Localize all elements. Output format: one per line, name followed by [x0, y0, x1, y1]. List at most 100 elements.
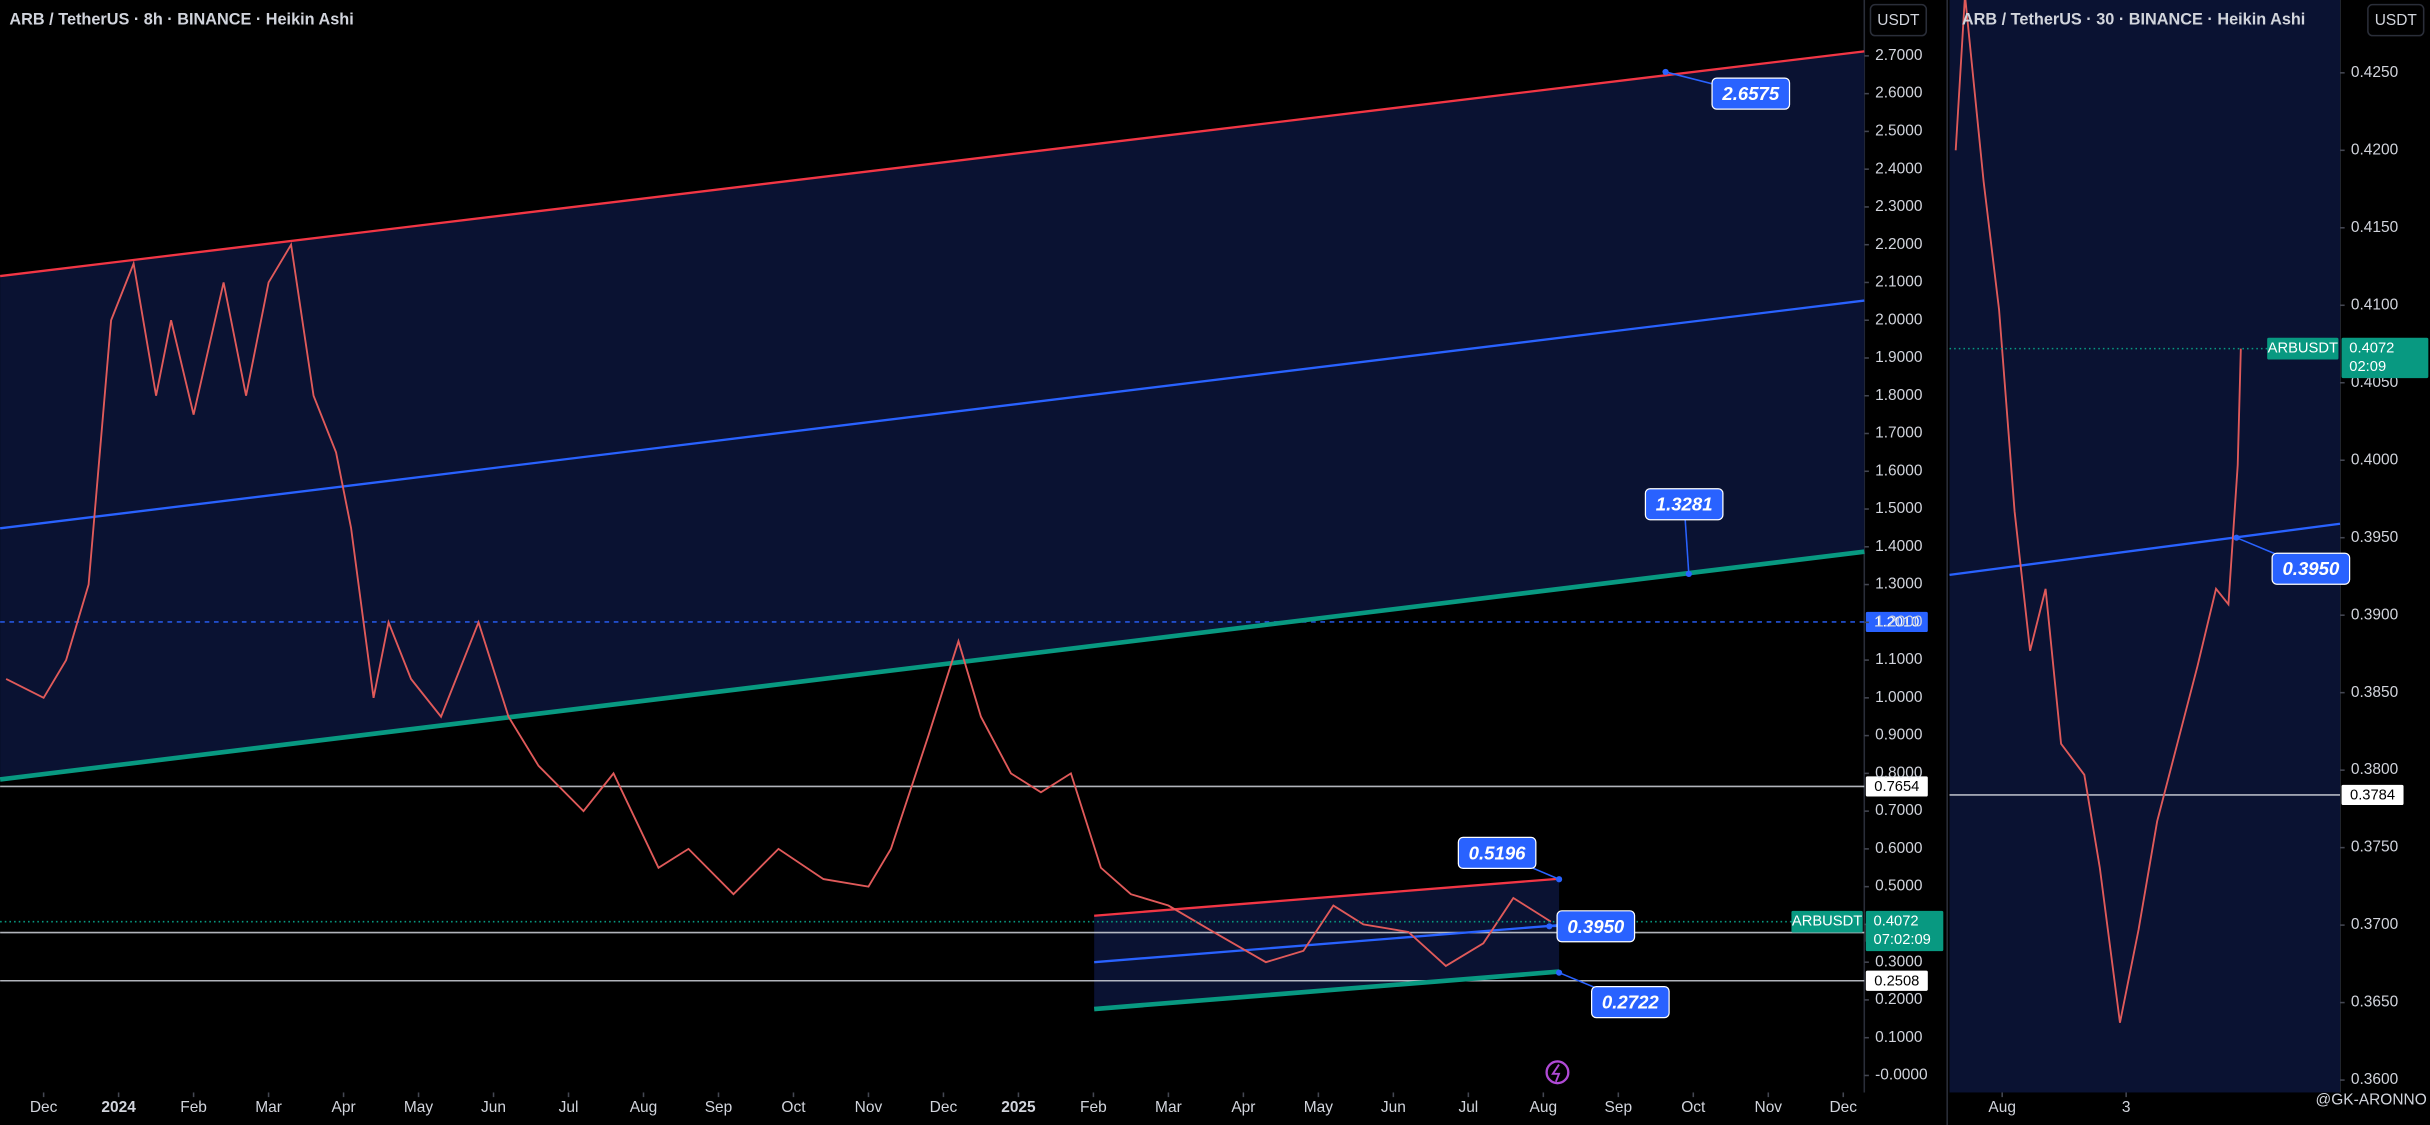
y-tick-label: 0.9000	[1875, 727, 1922, 744]
y-tick-label: 1.9000	[1875, 349, 1922, 366]
x-tick-label: Apr	[1231, 1099, 1255, 1116]
y-tick-label: 1.8000	[1875, 387, 1922, 404]
currency-button[interactable]: USDT	[1877, 12, 1920, 29]
y-tick-label: 0.4100	[2351, 296, 2398, 313]
x-tick-label: Oct	[781, 1099, 806, 1116]
y-tick-label: 2.7000	[1875, 47, 1922, 64]
annotation-label: 0.3950	[1567, 916, 1624, 937]
pane-background	[1949, 0, 2340, 1093]
x-tick-label: Nov	[1755, 1099, 1783, 1116]
y-tick-label: 2.2000	[1875, 236, 1922, 253]
y-tick-label: 0.8000	[1875, 764, 1922, 781]
y-tick-label: 0.3900	[2351, 606, 2398, 623]
y-tick-label: 0.3600	[2351, 1071, 2398, 1088]
currency-button-box[interactable]	[1869, 3, 1928, 37]
symbol-tag: ARBUSDT	[1792, 914, 1862, 930]
y-tick-label: 0.3650	[2351, 994, 2398, 1011]
alert-icon[interactable]	[1545, 1060, 1570, 1085]
y-tick-label: 1.2000	[1875, 613, 1922, 630]
trend-line	[0, 549, 1865, 782]
y-tick-label: -0.0000	[1875, 1067, 1928, 1084]
y-tick-label: 0.3850	[2351, 684, 2398, 701]
annotation-point	[1685, 570, 1692, 578]
trend-line	[0, 50, 1865, 278]
trend-line	[1093, 969, 1560, 1012]
y-tick-label: 0.4000	[2351, 451, 2398, 468]
y-tick-label: 2.5000	[1875, 123, 1922, 140]
last-price-box	[2341, 337, 2429, 379]
x-tick-label: Jul	[559, 1099, 579, 1116]
x-tick-label: Jul	[1458, 1099, 1478, 1116]
currency-button-box[interactable]	[2367, 3, 2425, 37]
annotation-point	[2233, 534, 2240, 541]
y-tick-label: 0.4250	[2351, 64, 2398, 81]
y-tick-label: 2.0000	[1875, 311, 1922, 328]
y-tick-label: 0.2000	[1875, 991, 1922, 1008]
x-tick-label: Aug	[630, 1099, 658, 1116]
y-tick-label: 0.3000	[1875, 953, 1922, 970]
annotation-box	[1457, 836, 1537, 870]
annotation-point	[1555, 969, 1563, 976]
annotation-box	[2271, 552, 2351, 585]
x-tick-label: May	[1304, 1099, 1334, 1116]
annotation-label: 0.3950	[2282, 558, 2339, 579]
y-tick-label: 1.6000	[1875, 462, 1922, 479]
price-line	[5, 241, 1552, 968]
annotation-label: 1.3281	[1656, 494, 1713, 515]
x-tick-label: Oct	[1681, 1099, 1706, 1116]
annotation-box	[1591, 986, 1670, 1019]
y-tick-label: 0.5000	[1875, 878, 1922, 895]
symbol-tag-box	[2267, 337, 2339, 360]
annotation-label: 0.2722	[1602, 992, 1659, 1013]
x-tick-label: Mar	[1155, 1099, 1182, 1116]
y-tick-label: 0.4150	[2351, 219, 2398, 236]
trend-line	[1094, 877, 1560, 917]
chart-title: ARB / TetherUS · 30 · BINANCE · Heikin A…	[1962, 10, 2305, 28]
x-tick-label: Nov	[855, 1099, 883, 1116]
y-tick-label: 0.3750	[2351, 839, 2398, 856]
last-price-label: 0.4072	[2349, 341, 2394, 357]
last-price-label: 0.4072	[1874, 914, 1919, 930]
x-tick-label: Dec	[1830, 1099, 1858, 1116]
symbol-tag: ARBUSDT	[2268, 341, 2338, 357]
x-tick-label: Aug	[1530, 1099, 1558, 1116]
y-tick-label: 1.4000	[1875, 538, 1922, 555]
y-tick-label: 2.1000	[1875, 274, 1922, 291]
y-tick-label: 1.3000	[1875, 576, 1922, 593]
x-tick-label: Sep	[705, 1099, 733, 1116]
annotation-box	[1711, 77, 1791, 110]
price-label-box	[1865, 970, 1928, 991]
symbol-tag-box	[1791, 910, 1863, 933]
chart-title: ARB / TetherUS · 8h · BINANCE · Heikin A…	[9, 10, 353, 28]
x-tick-label: 2025	[1001, 1099, 1036, 1116]
price-label-box	[1865, 611, 1928, 633]
x-tick-label: May	[404, 1099, 434, 1116]
y-tick-label: 0.7000	[1875, 802, 1922, 819]
x-tick-label: Apr	[332, 1099, 356, 1116]
y-tick-label: 0.6000	[1875, 840, 1922, 857]
watermark: @GK-ARONNO	[2316, 1091, 2427, 1108]
trend-line	[0, 299, 1865, 530]
currency-button[interactable]: USDT	[2375, 12, 2418, 29]
annotation-label: 0.5196	[1469, 842, 1526, 863]
y-tick-label: 1.7000	[1875, 425, 1922, 442]
x-tick-label: Feb	[180, 1099, 207, 1116]
x-tick-label: 2024	[101, 1099, 136, 1116]
annotation-label: 2.6575	[1721, 83, 1779, 104]
price-line	[1954, 0, 2242, 1023]
y-tick-label: 0.3950	[2351, 529, 2398, 546]
x-tick-label: Dec	[30, 1099, 58, 1116]
x-tick-label: Sep	[1605, 1099, 1633, 1116]
y-tick-label: 2.4000	[1875, 160, 1922, 177]
x-tick-label: Feb	[1080, 1099, 1107, 1116]
price-label-box	[2341, 784, 2404, 806]
x-tick-label: Mar	[255, 1099, 282, 1116]
annotation-point	[1555, 876, 1563, 883]
y-tick-label: 0.3700	[2351, 916, 2398, 933]
price-label-box	[1865, 776, 1928, 797]
x-tick-label: Aug	[1988, 1099, 2016, 1116]
y-tick-label: 0.1000	[1875, 1029, 1922, 1046]
y-tick-label: 2.3000	[1875, 198, 1922, 215]
annotation-box	[1644, 488, 1724, 521]
